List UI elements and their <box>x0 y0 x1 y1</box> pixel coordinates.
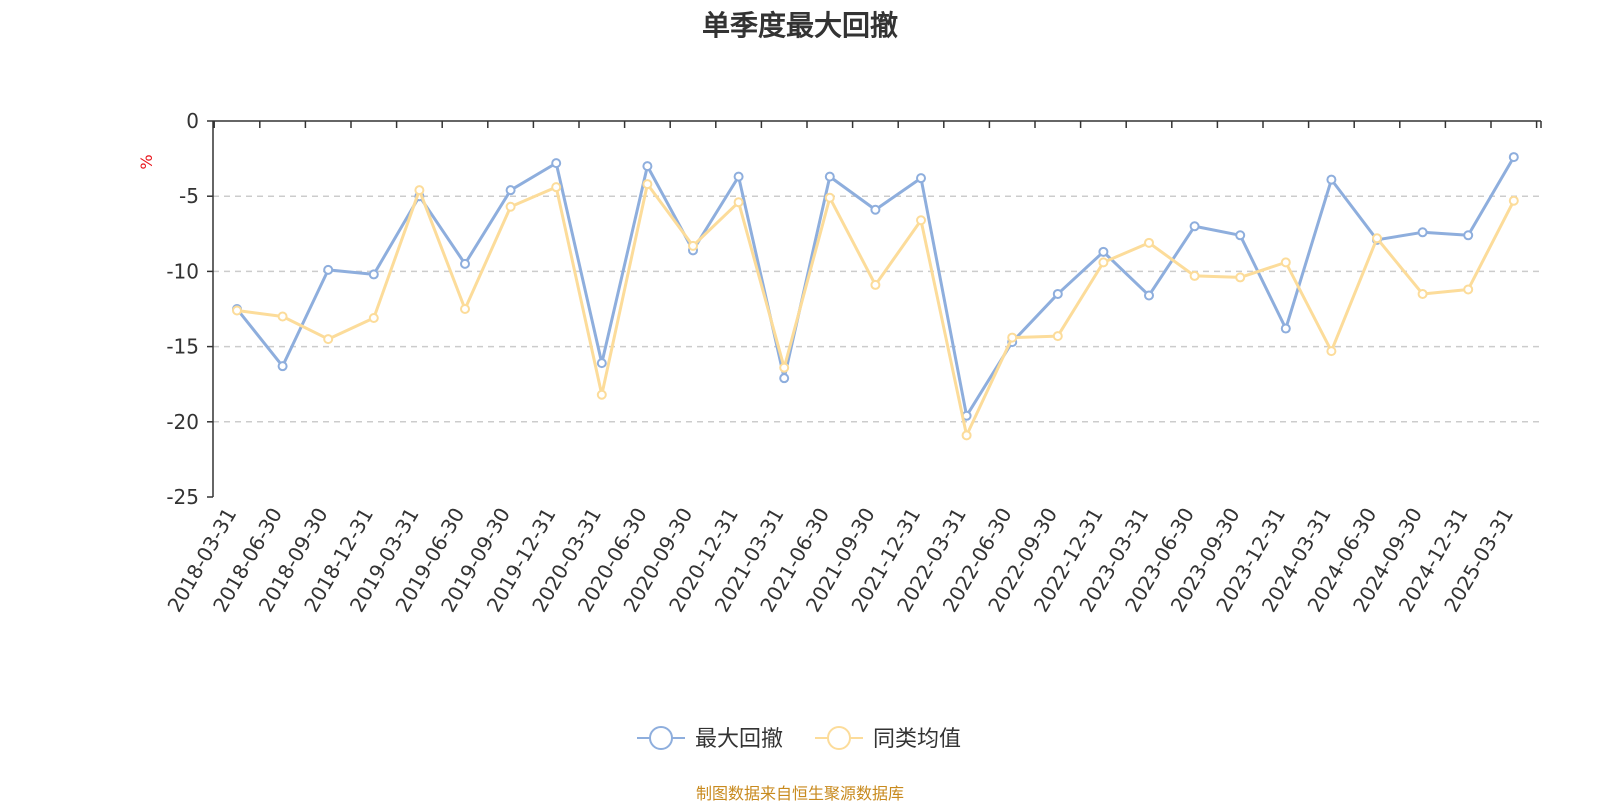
data-point[interactable] <box>824 171 835 182</box>
data-point[interactable] <box>733 171 744 182</box>
series-layer <box>232 152 1519 441</box>
data-point[interactable] <box>870 204 881 215</box>
data-point[interactable] <box>779 373 790 384</box>
data-point[interactable] <box>1417 227 1428 238</box>
data-point[interactable] <box>642 161 653 172</box>
data-point[interactable] <box>1508 195 1519 206</box>
data-point[interactable] <box>368 313 379 324</box>
data-point[interactable] <box>277 361 288 372</box>
data-point[interactable] <box>1235 272 1246 283</box>
data-point[interactable] <box>596 389 607 400</box>
y-tick-label: -20 <box>166 410 199 434</box>
data-point[interactable] <box>1372 233 1382 244</box>
data-point[interactable] <box>1144 290 1154 301</box>
data-point[interactable] <box>1463 230 1474 241</box>
data-point[interactable] <box>596 358 607 369</box>
legend-item[interactable]: 同类均值 <box>815 726 961 752</box>
y-tick-label: -10 <box>166 259 199 283</box>
data-point[interactable] <box>505 201 516 212</box>
data-point[interactable] <box>1052 331 1063 342</box>
data-point[interactable] <box>1098 257 1109 268</box>
data-point[interactable] <box>688 240 698 251</box>
data-point[interactable] <box>1144 237 1154 248</box>
legend: 最大回撤 同类均值 <box>637 726 961 752</box>
chart-title: 单季度最大回撤 <box>701 9 898 42</box>
data-point[interactable] <box>1280 257 1291 268</box>
y-axis-unit-label: % <box>137 154 156 169</box>
data-point[interactable] <box>733 197 744 208</box>
y-tick-label: 0 <box>186 109 199 133</box>
y-tick-label: -15 <box>166 335 199 359</box>
data-point[interactable] <box>505 185 516 196</box>
data-point[interactable] <box>1235 230 1246 241</box>
data-point[interactable] <box>916 173 926 184</box>
data-point[interactable] <box>1052 288 1063 299</box>
data-point[interactable] <box>916 215 926 226</box>
data-point[interactable] <box>824 192 835 203</box>
data-point[interactable] <box>779 362 790 373</box>
data-point[interactable] <box>460 304 470 314</box>
data-point[interactable] <box>1417 288 1428 299</box>
data-point[interactable] <box>368 269 379 280</box>
data-point[interactable] <box>870 279 881 290</box>
grid-layer <box>213 195 1541 423</box>
data-point[interactable] <box>414 185 425 196</box>
data-point[interactable] <box>1189 270 1200 281</box>
data-point[interactable] <box>460 258 470 269</box>
legend-label: 最大回撤 <box>695 727 783 752</box>
y-tick-label: -25 <box>166 485 199 509</box>
legend-item[interactable]: 最大回撤 <box>637 726 783 752</box>
data-point[interactable] <box>232 305 242 316</box>
legend-circle-icon <box>649 726 673 750</box>
y-tick-label: -5 <box>179 184 199 208</box>
data-point[interactable] <box>1326 346 1337 357</box>
legend-label: 同类均值 <box>873 727 961 752</box>
data-point[interactable] <box>551 182 562 193</box>
data-point[interactable] <box>1326 174 1337 185</box>
data-point[interactable] <box>1508 152 1519 163</box>
data-point[interactable] <box>961 430 972 441</box>
data-point[interactable] <box>642 179 653 190</box>
data-point[interactable] <box>1189 221 1200 232</box>
data-point[interactable] <box>323 264 334 275</box>
data-point[interactable] <box>1463 284 1474 295</box>
data-point[interactable] <box>277 311 288 322</box>
data-point[interactable] <box>551 158 562 169</box>
series-2 <box>232 179 1519 441</box>
source-note: 制图数据来自恒生聚源数据库 <box>695 784 904 803</box>
data-point[interactable] <box>1007 332 1018 343</box>
data-point[interactable] <box>1098 246 1109 257</box>
data-point[interactable] <box>323 334 334 345</box>
legend-circle-icon <box>827 726 851 750</box>
data-point[interactable] <box>1280 323 1291 334</box>
series-line <box>236 182 1516 437</box>
